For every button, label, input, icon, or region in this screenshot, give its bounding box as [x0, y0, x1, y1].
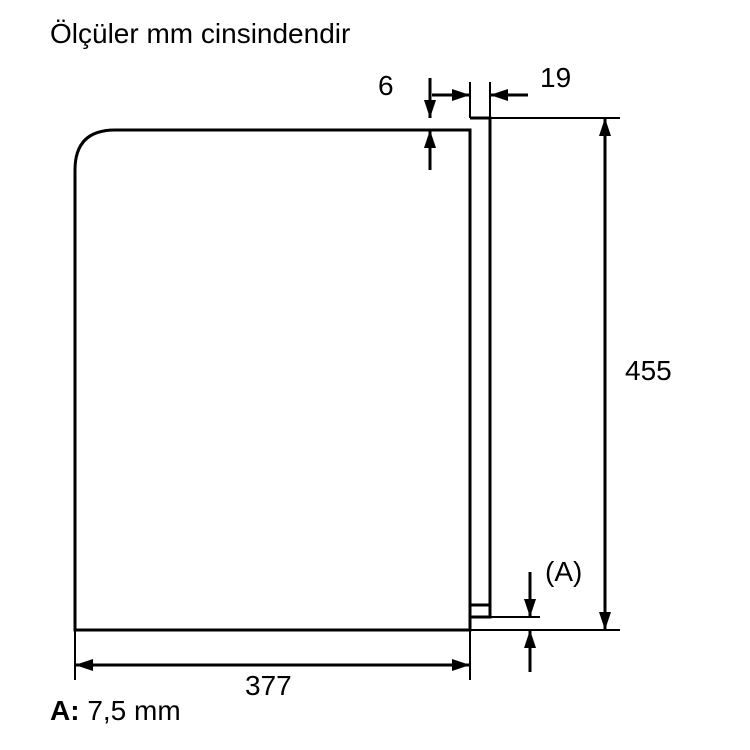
dim-label-top-offset: 6	[378, 70, 394, 102]
dim-label-height: 455	[625, 355, 672, 387]
dim-label-bottom-gap: (A)	[545, 556, 582, 588]
footnote-value: 7,5 mm	[87, 695, 180, 726]
footnote-label: A:	[50, 695, 80, 726]
footnote: A: 7,5 mm	[50, 695, 181, 727]
dim-label-drawer-width: 19	[540, 62, 571, 94]
dim-label-width: 377	[245, 670, 292, 702]
